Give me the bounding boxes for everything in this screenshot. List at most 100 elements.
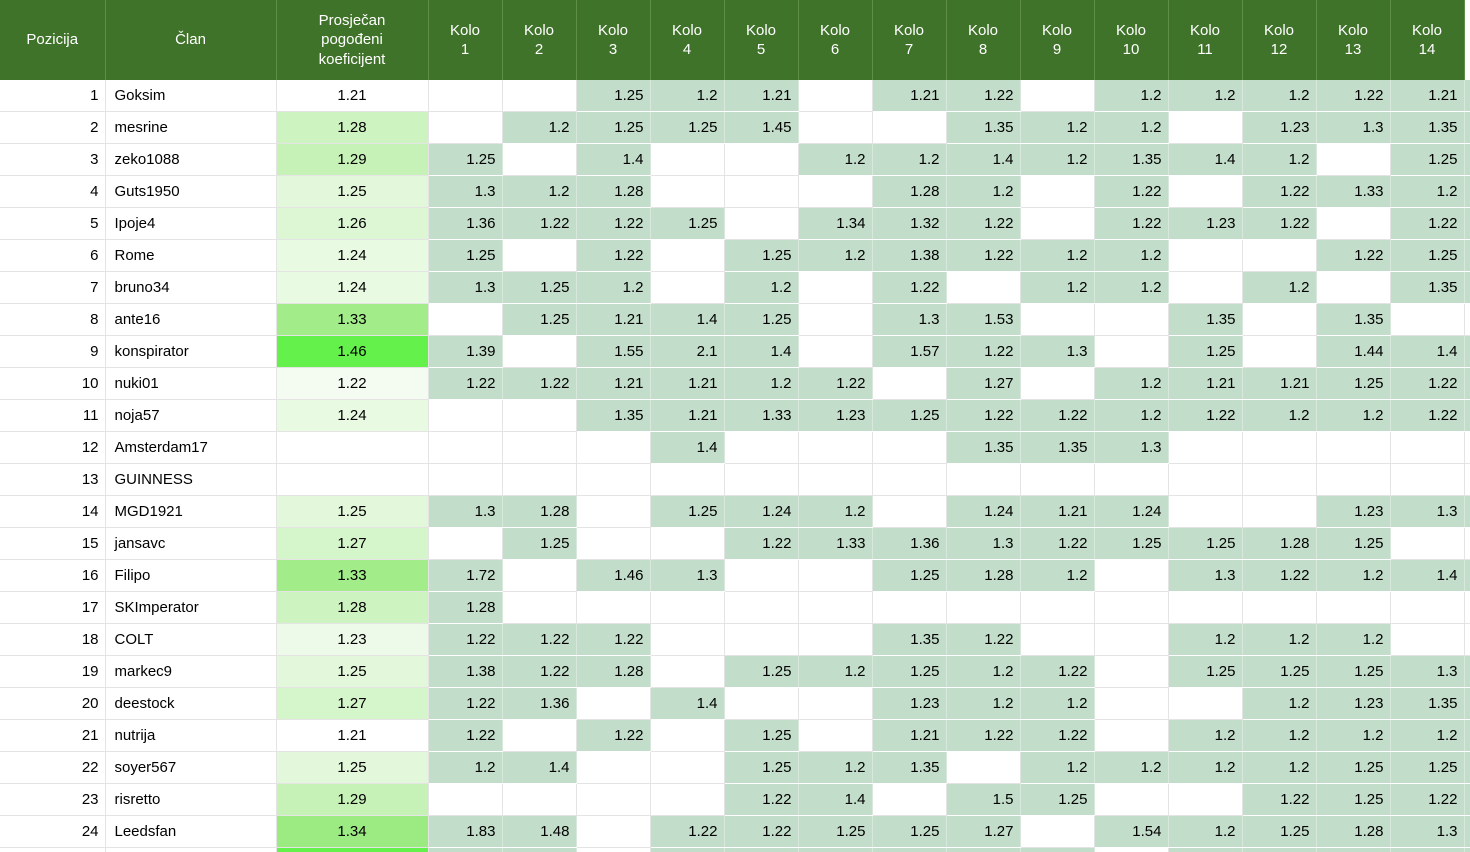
column-header[interactable]: Kolo 13 [1316, 0, 1391, 80]
kolo-cell[interactable]: 1.4 [1390, 559, 1465, 592]
kolo-cell[interactable]: 1.57 [872, 335, 947, 368]
position-cell[interactable]: 17 [0, 591, 106, 624]
kolo-cell[interactable]: 1.25 [1316, 655, 1391, 688]
kolo-cell[interactable] [1316, 431, 1391, 464]
kolo-cell[interactable]: 1.23 [872, 687, 947, 720]
kolo-cell[interactable]: 1.2 [1316, 719, 1391, 752]
kolo-cell[interactable] [724, 463, 799, 496]
kolo-cell[interactable]: 1.2 [1242, 271, 1317, 304]
kolo-cell[interactable] [724, 847, 799, 852]
kolo-cell[interactable] [428, 303, 503, 336]
kolo-cell[interactable]: 1.22 [946, 239, 1021, 272]
kolo-cell[interactable] [1390, 463, 1465, 496]
kolo-cell[interactable]: 1.22 [1094, 175, 1169, 208]
kolo-cell[interactable]: 1.4 [1168, 143, 1243, 176]
kolo-cell[interactable] [650, 527, 725, 560]
kolo-cell[interactable]: 1.25 [1168, 335, 1243, 368]
kolo-cell[interactable]: 1.22 [502, 367, 577, 400]
kolo-cell[interactable]: 1.22 [1020, 719, 1095, 752]
kolo-cell[interactable]: 1.22 [1316, 80, 1391, 112]
position-cell[interactable]: 4 [0, 175, 106, 208]
coefficient-cell[interactable]: 1.33 [276, 303, 429, 336]
kolo-cell[interactable]: 1.22 [798, 367, 873, 400]
kolo-cell[interactable]: 1.3 [872, 303, 947, 336]
position-cell[interactable]: 24 [0, 815, 106, 848]
kolo-cell[interactable]: 1.33 [724, 399, 799, 432]
kolo-cell[interactable]: 1.35 [946, 431, 1021, 464]
kolo-cell[interactable]: 1.2 [1094, 399, 1169, 432]
kolo-cell[interactable] [1168, 591, 1243, 624]
kolo-cell[interactable] [650, 271, 725, 304]
kolo-cell[interactable]: 1.22 [1390, 367, 1465, 400]
kolo-cell[interactable] [724, 431, 799, 464]
kolo-cell[interactable]: 1.2 [1242, 719, 1317, 752]
kolo-cell[interactable] [872, 463, 947, 496]
kolo-cell[interactable]: 1.24 [724, 495, 799, 528]
member-name-cell[interactable]: bruno34 [105, 271, 277, 304]
kolo-cell[interactable]: 1.25 [1316, 751, 1391, 784]
kolo-cell[interactable] [1390, 623, 1465, 656]
kolo-cell[interactable]: 1.38 [428, 655, 503, 688]
kolo-cell[interactable] [1390, 303, 1465, 336]
member-name-cell[interactable]: Filipo [105, 559, 277, 592]
kolo-cell[interactable]: 1.2 [1094, 367, 1169, 400]
kolo-cell[interactable] [502, 143, 577, 176]
kolo-cell[interactable] [1242, 335, 1317, 368]
kolo-cell[interactable]: 1.3 [1390, 815, 1465, 848]
member-name-cell[interactable]: soyer567 [105, 751, 277, 784]
kolo-cell[interactable] [1242, 463, 1317, 496]
kolo-cell[interactable]: 1.34 [798, 207, 873, 240]
kolo-cell[interactable] [1020, 591, 1095, 624]
kolo-cell[interactable] [502, 783, 577, 816]
kolo-cell[interactable] [502, 847, 577, 852]
kolo-cell[interactable]: 1.38 [872, 239, 947, 272]
kolo-cell[interactable]: 1.2 [1168, 623, 1243, 656]
kolo-cell[interactable] [1094, 623, 1169, 656]
column-header[interactable]: Kolo 11 [1168, 0, 1243, 80]
kolo-cell[interactable]: 1.4 [724, 335, 799, 368]
column-header[interactable]: Kolo 8 [946, 0, 1021, 80]
kolo-cell[interactable]: 1.21 [1390, 80, 1465, 112]
kolo-cell[interactable]: 1.4 [502, 751, 577, 784]
kolo-cell[interactable] [1242, 495, 1317, 528]
kolo-cell[interactable] [1168, 111, 1243, 144]
kolo-cell[interactable]: 1.22 [1390, 207, 1465, 240]
coefficient-cell[interactable]: 1.24 [276, 239, 429, 272]
member-name-cell[interactable]: Rome [105, 239, 277, 272]
kolo-cell[interactable] [1020, 463, 1095, 496]
kolo-cell[interactable] [724, 143, 799, 176]
kolo-cell[interactable]: 1.22 [946, 719, 1021, 752]
kolo-cell[interactable]: 1.2 [1316, 399, 1391, 432]
kolo-cell[interactable]: 1.35 [1094, 143, 1169, 176]
position-cell[interactable]: 21 [0, 719, 106, 752]
kolo-cell[interactable] [650, 719, 725, 752]
kolo-cell[interactable] [1020, 367, 1095, 400]
kolo-cell[interactable]: 1.2 [650, 80, 725, 112]
kolo-cell[interactable]: 1.39 [428, 335, 503, 368]
kolo-cell[interactable] [502, 559, 577, 592]
kolo-cell[interactable] [1168, 239, 1243, 272]
kolo-cell[interactable]: 1.25 [724, 719, 799, 752]
position-cell[interactable]: 20 [0, 687, 106, 720]
kolo-cell[interactable]: 1.2 [1020, 751, 1095, 784]
coefficient-cell[interactable]: 1.25 [276, 655, 429, 688]
kolo-cell[interactable]: 1.22 [502, 207, 577, 240]
kolo-cell[interactable]: 1.21 [650, 399, 725, 432]
kolo-cell[interactable]: 1.21 [576, 367, 651, 400]
kolo-cell[interactable]: 1.22 [946, 623, 1021, 656]
kolo-cell[interactable] [872, 367, 947, 400]
column-header[interactable]: Kolo 6 [798, 0, 873, 80]
kolo-cell[interactable] [502, 719, 577, 752]
kolo-cell[interactable] [1316, 271, 1391, 304]
kolo-cell[interactable] [502, 239, 577, 272]
kolo-cell[interactable] [1316, 463, 1391, 496]
kolo-cell[interactable] [502, 80, 577, 112]
member-name-cell[interactable]: zeko1088 [105, 143, 277, 176]
kolo-cell[interactable]: 1.25 [724, 751, 799, 784]
position-cell[interactable]: 14 [0, 495, 106, 528]
kolo-cell[interactable] [724, 175, 799, 208]
kolo-cell[interactable] [428, 463, 503, 496]
kolo-cell[interactable] [946, 271, 1021, 304]
kolo-cell[interactable] [1094, 591, 1169, 624]
position-cell[interactable]: 22 [0, 751, 106, 784]
